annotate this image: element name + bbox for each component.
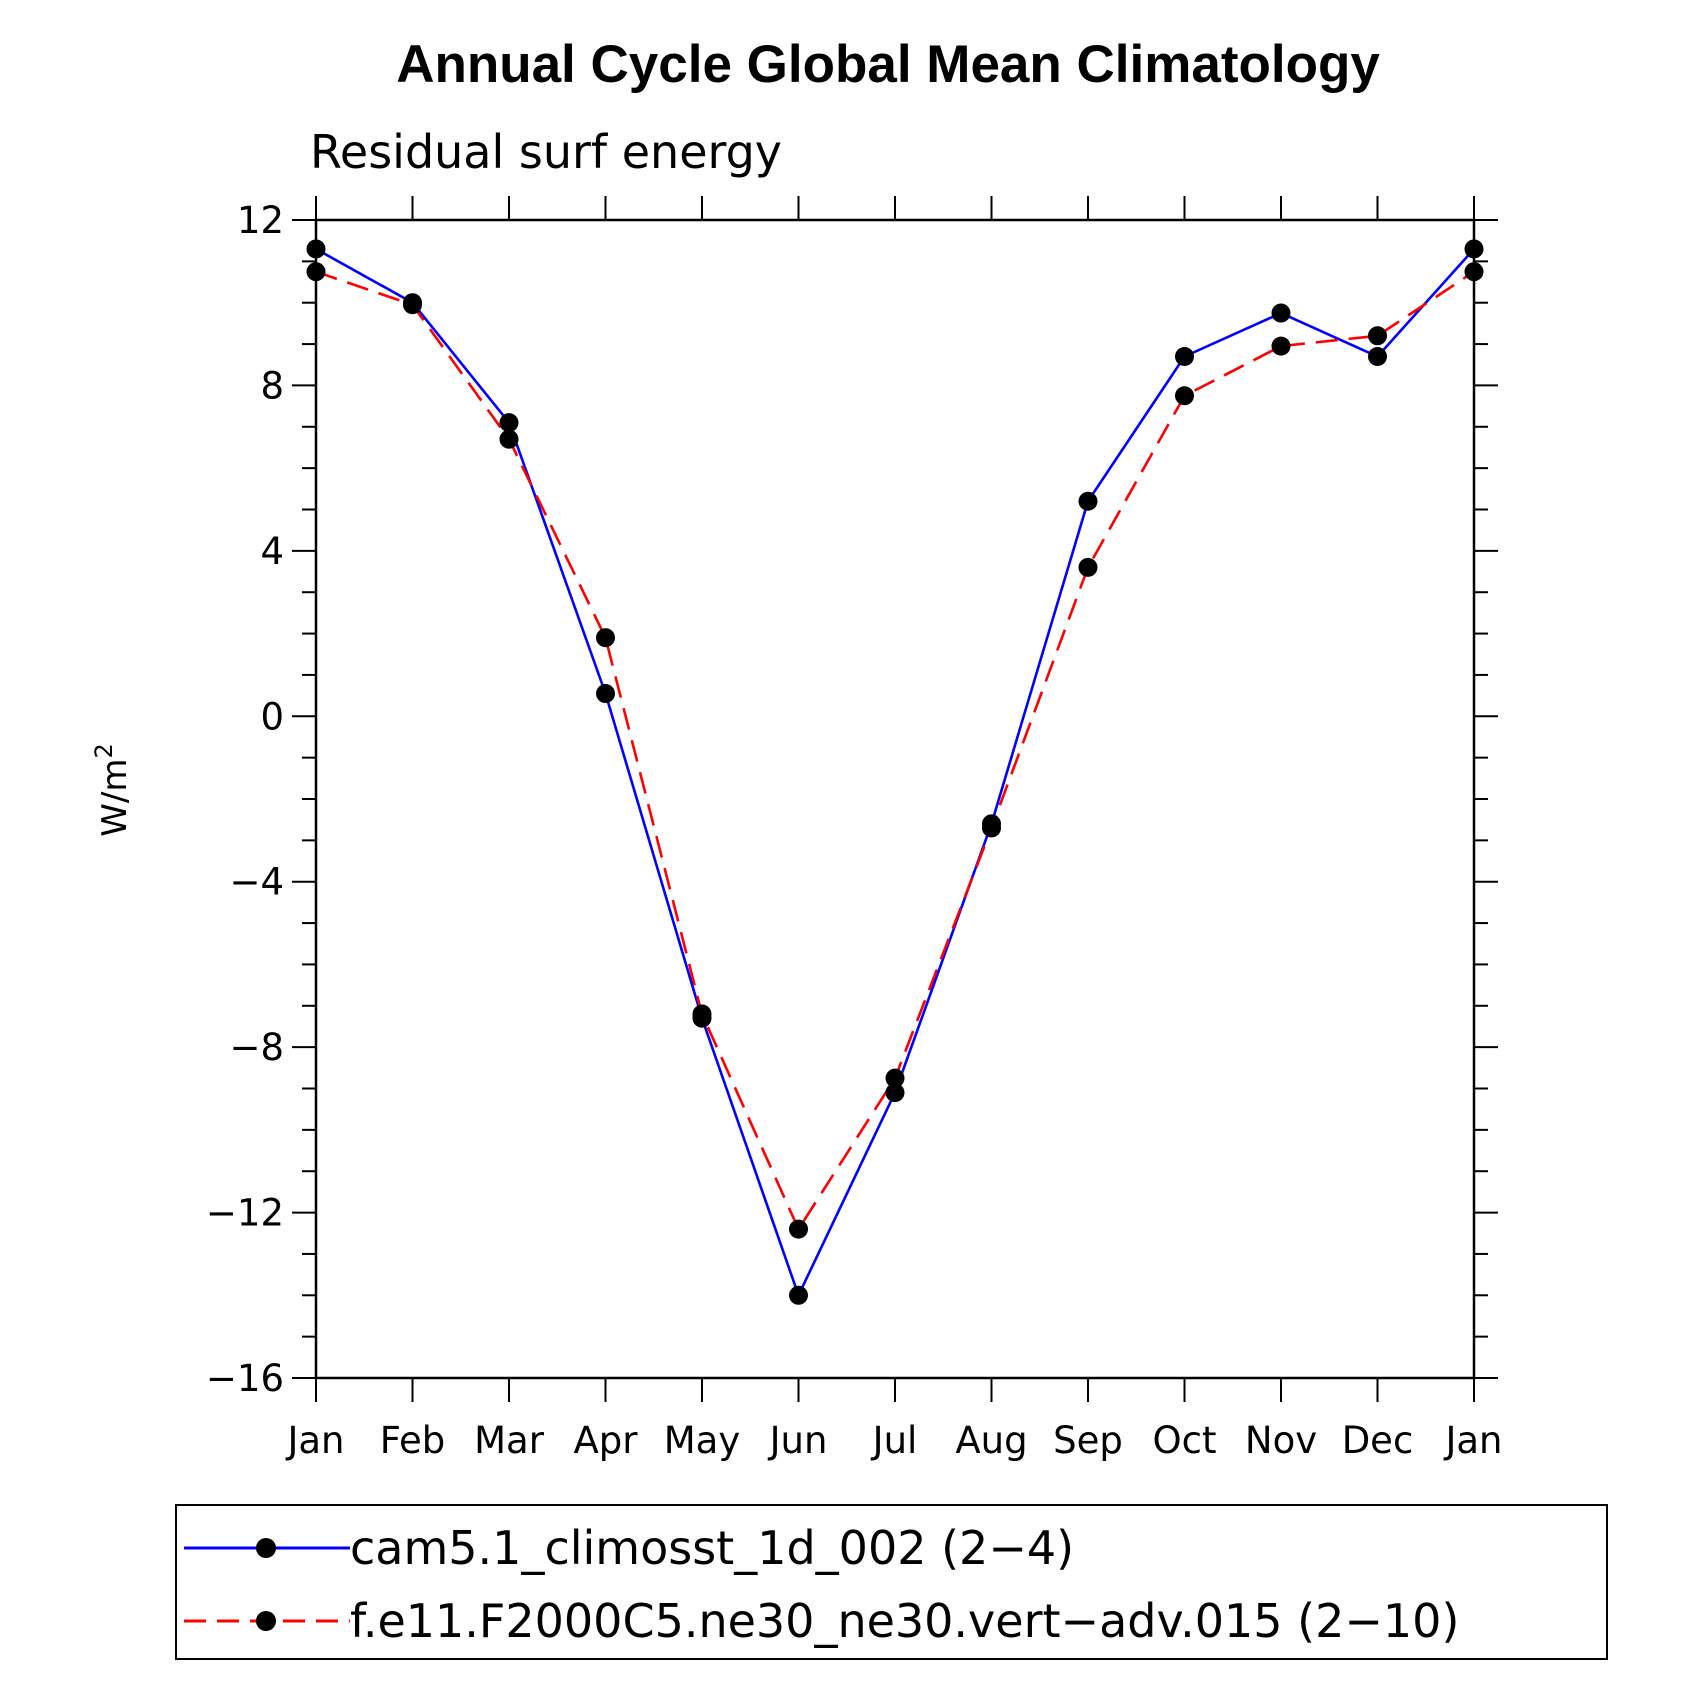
x-tick-label: Jan (285, 1419, 344, 1462)
series-2-point (1175, 386, 1194, 406)
series-2-point (1271, 336, 1291, 356)
legend-label-series-1: cam5.1_climosst_1d_002 (2−4) (350, 1521, 1074, 1575)
series-1-point (789, 1285, 808, 1305)
x-tick-label: May (664, 1419, 741, 1462)
series-2-point (982, 818, 1001, 838)
y-axis-label-text: W/m (95, 759, 135, 837)
series-2-point (499, 429, 519, 449)
y-tick-label: 4 (260, 530, 284, 573)
y-tick-label: 12 (237, 199, 284, 242)
series-1-point (1271, 303, 1291, 323)
y-tick-label: −12 (206, 1192, 284, 1235)
series-2-point (1368, 326, 1387, 346)
series-1-point (1464, 239, 1484, 259)
series-2-point (596, 628, 615, 648)
x-tick-label: Sep (1053, 1419, 1123, 1462)
series-1-point (306, 239, 326, 259)
x-tick-label: Dec (1342, 1419, 1414, 1462)
x-tick-label: Jun (768, 1419, 828, 1462)
y-tick-label: 0 (260, 695, 284, 738)
series-line-1 (315, 247, 1475, 1299)
x-tick-label: Apr (573, 1419, 638, 1462)
x-tick-label: Feb (380, 1419, 446, 1462)
y-tick-label: −4 (229, 861, 284, 904)
y-axis-label: W/m2 (90, 743, 135, 836)
legend-label-series-2: f.e11.F2000C5.ne30_ne30.vert−adv.015 (2−… (350, 1594, 1459, 1648)
series-2-point (1464, 262, 1484, 282)
x-tick-label: Nov (1245, 1419, 1317, 1462)
x-tick-label: Aug (955, 1419, 1027, 1462)
series-2-point (403, 295, 422, 315)
y-axis-label-superscript: 2 (90, 743, 118, 758)
chart-title: Annual Cycle Global Mean Climatology (396, 35, 1380, 94)
series-1-point (1078, 491, 1098, 511)
series-1-point (1175, 346, 1194, 366)
x-tick-label: Jul (871, 1419, 918, 1462)
x-tick-label: Oct (1153, 1419, 1217, 1462)
series-layer (306, 239, 1484, 1305)
series-1-point (596, 684, 615, 704)
chart-subtitle: Residual surf energy (310, 125, 782, 179)
series-2-point (306, 262, 326, 282)
legend: cam5.1_climosst_1d_002 (2−4) f.e11.F2000… (175, 1504, 1608, 1660)
legend-marker-series-2 (256, 1611, 276, 1631)
y-tick-label: −16 (206, 1357, 284, 1400)
series-2-point (789, 1219, 808, 1239)
series-1-point (1368, 346, 1387, 366)
y-tick-label: 8 (260, 364, 284, 407)
legend-marker-series-1 (256, 1538, 276, 1558)
x-tick-label: Jan (1443, 1419, 1502, 1462)
y-tick-label: −8 (229, 1026, 284, 1069)
series-2-point (1078, 557, 1098, 577)
svg-text:W/m2: W/m2 (90, 743, 135, 836)
series-2-point (692, 1004, 712, 1024)
series-2-point (885, 1068, 905, 1088)
legend-box (175, 1504, 1608, 1660)
series-1-point (499, 413, 519, 433)
series-1-point (885, 1083, 905, 1103)
x-tick-label: Mar (474, 1419, 545, 1462)
plot-frame (314, 218, 1476, 1380)
